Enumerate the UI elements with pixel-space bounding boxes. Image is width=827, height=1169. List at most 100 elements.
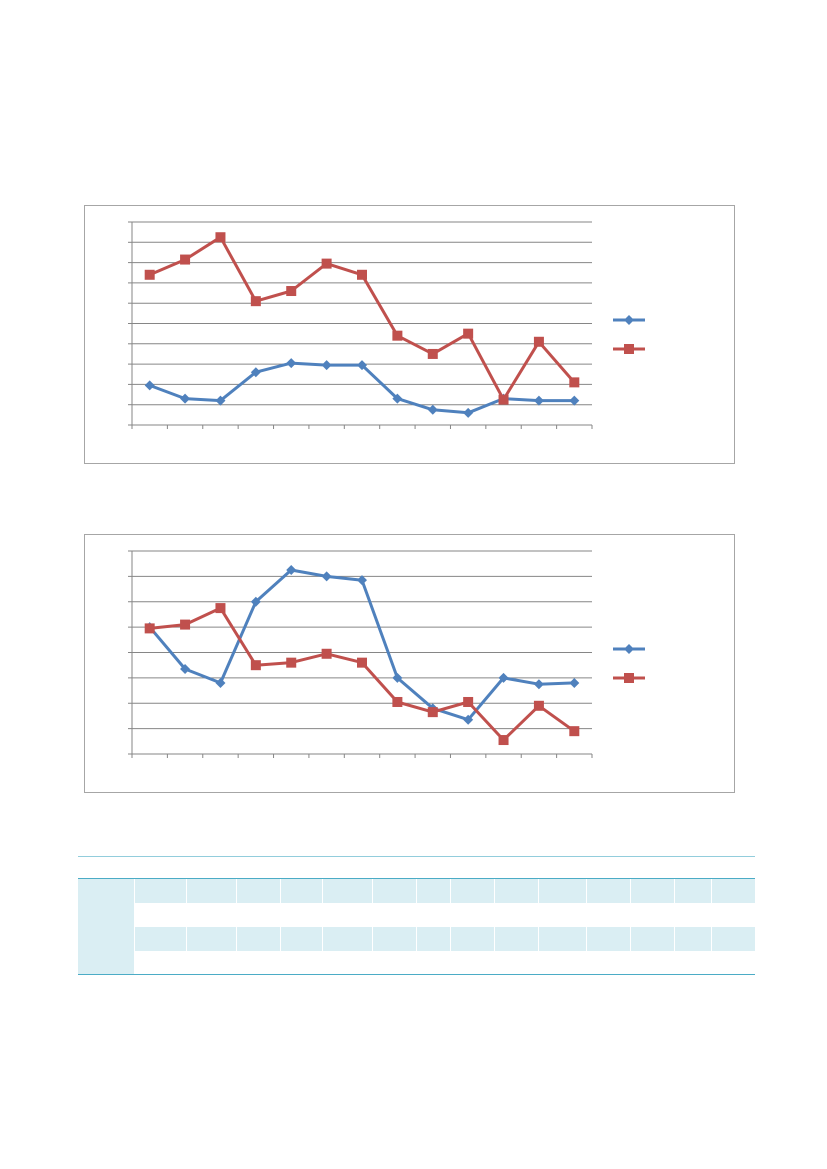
table-cell	[372, 950, 416, 975]
series-1-point	[569, 395, 580, 406]
series-1-point	[180, 663, 191, 674]
table-cell	[372, 903, 416, 927]
table-cell	[673, 878, 711, 903]
table-cell	[133, 878, 186, 903]
series-1-point	[321, 571, 332, 582]
table-cell	[321, 878, 372, 903]
series-2-point	[533, 336, 544, 347]
table-cell	[236, 950, 280, 975]
table-header-cell	[372, 856, 416, 879]
table-cell	[710, 926, 755, 951]
table-header-cell	[450, 856, 494, 879]
table-cell	[134, 950, 186, 975]
table-cell	[235, 878, 280, 903]
table-header-cell	[78, 856, 134, 879]
table-row-stub	[78, 902, 134, 927]
table-cell	[674, 950, 711, 975]
table-header-cell	[711, 856, 755, 879]
series-2-point	[427, 348, 438, 359]
table-cell	[449, 878, 494, 903]
series-1-point	[180, 393, 191, 404]
table-row	[78, 950, 755, 975]
table-header-row	[78, 856, 755, 879]
series-2-point	[215, 603, 226, 614]
table-cell	[371, 926, 416, 951]
table-cell	[321, 926, 372, 951]
legend-series-1-marker	[624, 315, 634, 325]
table-cell	[450, 950, 494, 975]
table-header-cell	[416, 856, 450, 879]
table-row	[78, 926, 755, 951]
table-cell	[494, 950, 538, 975]
series-1-point	[533, 395, 544, 406]
series-1-point	[533, 679, 544, 690]
series-2-point	[215, 232, 226, 243]
table-header-cell	[494, 856, 538, 879]
legend-series-2-marker	[624, 673, 634, 683]
table-cell	[493, 878, 538, 903]
series-2-point	[357, 657, 367, 668]
series-1-point	[569, 677, 580, 688]
series-2-point	[392, 696, 403, 707]
table-cell	[416, 903, 450, 927]
series-2-point	[392, 330, 403, 341]
series-1-point	[286, 565, 297, 576]
table-cell	[629, 926, 674, 951]
table-header-cell	[236, 856, 280, 879]
series-2-point	[569, 377, 580, 388]
series-1-point	[215, 677, 226, 688]
table-cell	[537, 926, 586, 951]
table-cell	[630, 903, 674, 927]
table-body	[78, 878, 755, 975]
table-cell	[538, 950, 586, 975]
table-cell	[279, 926, 322, 951]
table-cell	[415, 926, 450, 951]
series-2-point	[533, 700, 544, 711]
table-header-cell	[280, 856, 322, 879]
series-2-point	[286, 657, 297, 668]
table-cell	[538, 903, 586, 927]
table-cell	[235, 926, 280, 951]
series-1-point	[357, 575, 367, 586]
table-row	[78, 878, 755, 903]
table-cell	[674, 903, 711, 927]
series-2-line	[149, 606, 576, 742]
table-cell	[280, 950, 322, 975]
table-cell	[280, 903, 322, 927]
table-cell	[493, 926, 538, 951]
series-2-point	[498, 735, 509, 746]
table-cell	[586, 950, 630, 975]
data-table	[78, 856, 755, 975]
series-2-line	[149, 235, 576, 402]
table-cell	[133, 926, 186, 951]
series-2-point	[427, 707, 438, 718]
table-row-stub	[78, 950, 134, 975]
series-2-point	[250, 660, 261, 671]
series-1-point	[250, 596, 261, 607]
table-cell	[711, 950, 755, 975]
table-cell	[186, 903, 236, 927]
table-cell	[185, 926, 236, 951]
series-1-point	[144, 380, 155, 391]
series-1-point	[498, 672, 509, 683]
table-header-cell	[134, 856, 186, 879]
series-2-point	[569, 726, 580, 737]
table-cell	[586, 903, 630, 927]
table-header-cell	[630, 856, 674, 879]
table-cell	[185, 878, 236, 903]
legend-series-2-marker	[624, 344, 634, 354]
table-row-stub	[78, 926, 134, 951]
table-cell	[585, 878, 630, 903]
series-1-point	[321, 360, 332, 371]
table-cell	[371, 878, 416, 903]
table-cell	[186, 950, 236, 975]
series-2-point	[180, 254, 191, 265]
table-cell	[710, 878, 755, 903]
series-1-point	[392, 672, 403, 683]
series-2-point	[144, 269, 155, 280]
series-2-point	[463, 328, 474, 339]
series-1-point	[392, 393, 403, 404]
table-cell	[236, 903, 280, 927]
series-1-point	[215, 395, 226, 406]
table-cell	[585, 926, 630, 951]
